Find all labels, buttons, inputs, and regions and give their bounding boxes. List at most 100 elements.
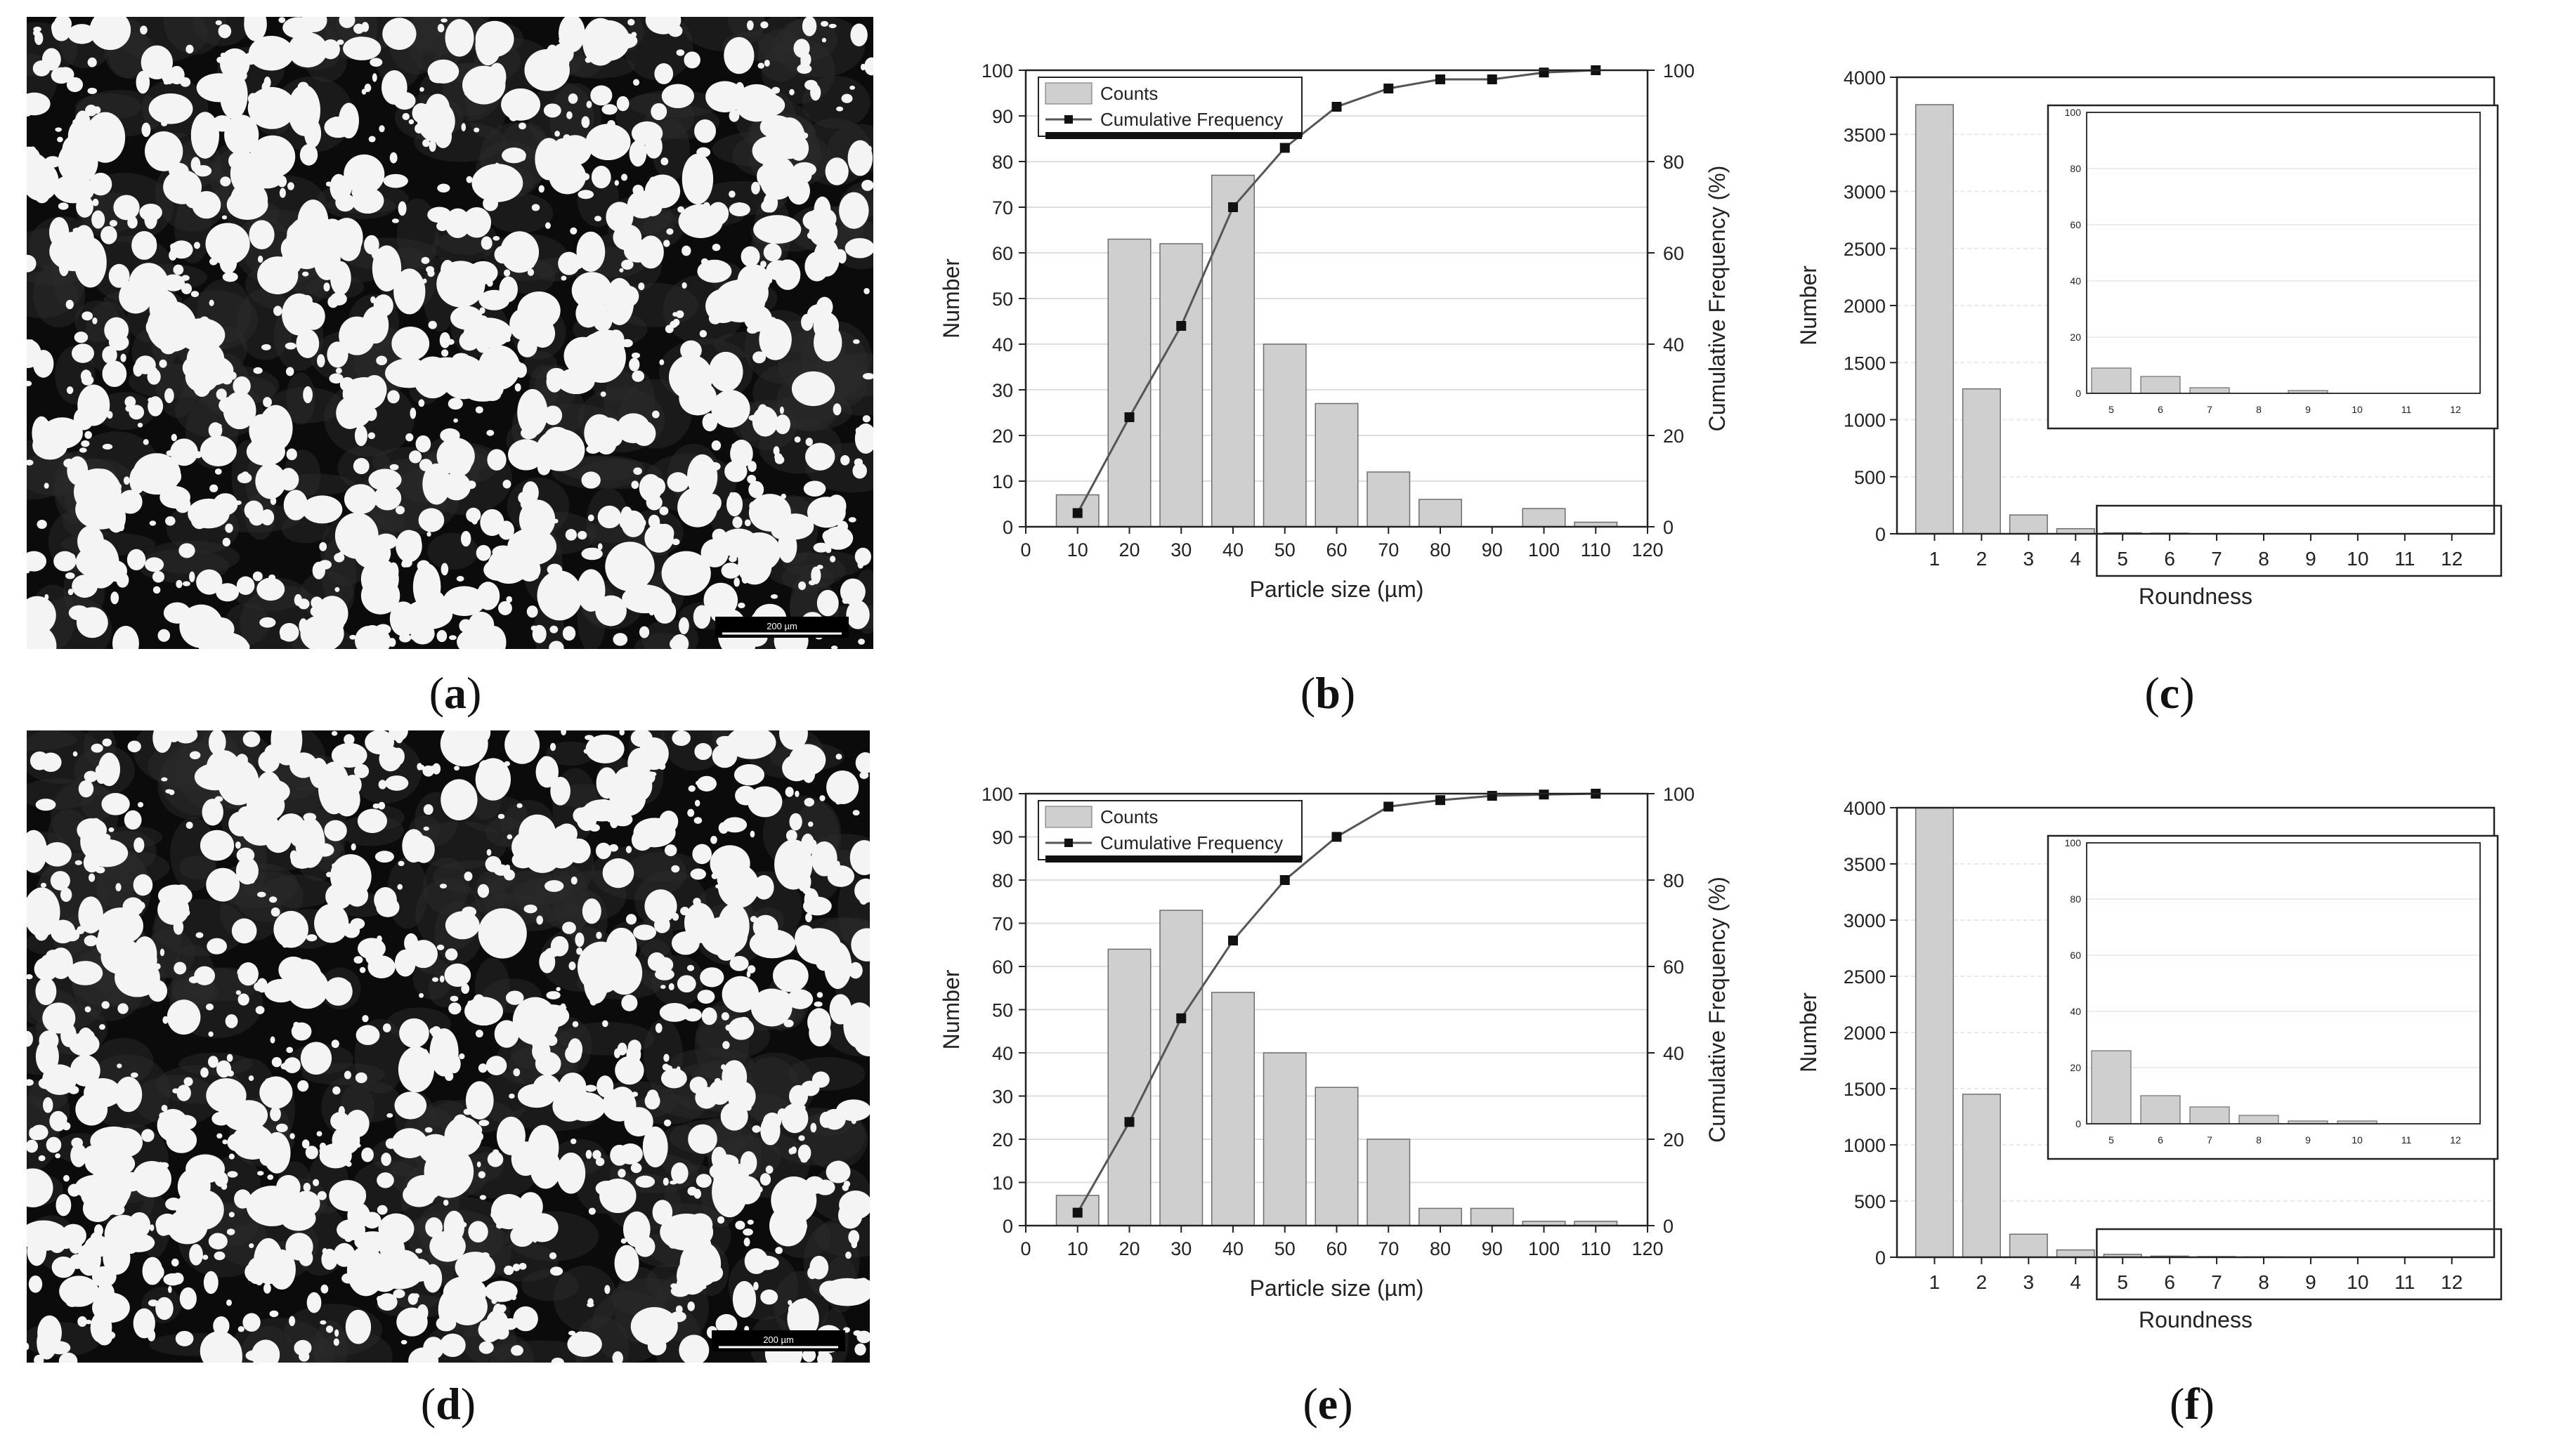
particle (133, 837, 145, 853)
particle (283, 490, 308, 520)
particle (419, 86, 424, 92)
particle (488, 547, 530, 584)
particle (716, 735, 735, 747)
particle (280, 44, 286, 49)
particle (325, 883, 353, 910)
matrix-texture (412, 821, 507, 870)
particle (190, 112, 220, 159)
particle (56, 1194, 72, 1216)
particle (842, 598, 849, 604)
y-axis-label: Number (1796, 992, 1821, 1073)
particle (422, 765, 434, 777)
particle (126, 549, 146, 571)
zoom-highlight-box (2096, 504, 2503, 577)
particle (391, 747, 405, 766)
particle (606, 202, 634, 232)
particle (625, 914, 637, 925)
particle (711, 872, 718, 879)
particle (632, 1091, 639, 1097)
particle (452, 744, 462, 757)
y-tick-label: 0 (1875, 1247, 1886, 1268)
particle (536, 915, 543, 925)
particle (383, 173, 408, 188)
y-tick-label: 3500 (1844, 124, 1886, 145)
particle (319, 1143, 352, 1169)
y-tick-label: 2500 (1844, 966, 1886, 988)
x-tick-label: 1 (1929, 1271, 1941, 1293)
particle (258, 115, 265, 126)
particle (663, 1177, 669, 1186)
particle (733, 577, 740, 587)
particle (486, 430, 495, 436)
particle (27, 887, 60, 937)
particle (67, 961, 103, 985)
y2-tick-label: 0 (1663, 1216, 1674, 1237)
particle (332, 863, 341, 870)
particle (252, 1339, 280, 1363)
particle (152, 586, 161, 594)
particle (439, 884, 448, 888)
particle (608, 844, 618, 852)
particle (670, 1311, 686, 1323)
particle (672, 912, 679, 921)
cumulative-point (1383, 801, 1394, 812)
particle (314, 903, 349, 943)
particle (550, 936, 569, 957)
particle (381, 754, 388, 763)
particle (631, 480, 639, 490)
y2-tick-label: 80 (1663, 870, 1684, 891)
particle (298, 598, 310, 610)
particle (440, 428, 460, 443)
particle (176, 579, 183, 589)
particle (811, 841, 837, 877)
y-tick-label: 0 (1003, 1216, 1013, 1237)
micrograph-d: 200 µm (27, 730, 870, 1363)
particle (675, 310, 684, 318)
x-tick-label: 50 (1274, 1238, 1296, 1259)
particle (440, 1333, 466, 1357)
particle (464, 997, 504, 1026)
particle (367, 432, 376, 440)
inset-x-tick-label: 10 (2352, 404, 2363, 415)
particle (115, 883, 122, 892)
particle (661, 551, 711, 596)
particle (684, 51, 700, 69)
particle (835, 800, 841, 805)
particle (826, 770, 859, 804)
particle (156, 1220, 171, 1236)
particle (505, 990, 524, 1005)
particle (83, 852, 100, 873)
particle (271, 1057, 282, 1068)
particle (745, 102, 754, 110)
particle (628, 1145, 638, 1159)
y-tick-label: 80 (992, 152, 1013, 173)
particle (501, 88, 541, 121)
particle (709, 1164, 724, 1179)
particle (98, 907, 144, 945)
particle (446, 339, 455, 346)
particle (38, 1155, 46, 1162)
particle (269, 896, 278, 903)
matrix-texture (546, 741, 596, 766)
inset-x-tick-label: 12 (2450, 404, 2461, 415)
particle (656, 891, 662, 896)
particle (301, 1139, 310, 1149)
particle (653, 917, 670, 933)
particle (41, 1079, 46, 1084)
particle (189, 751, 201, 760)
particle (660, 1068, 687, 1089)
particle (441, 779, 478, 820)
particle (457, 1221, 467, 1228)
matrix-texture (261, 874, 334, 908)
particle (576, 947, 583, 955)
particle (634, 1235, 656, 1257)
particle (38, 557, 46, 562)
particle (686, 964, 695, 971)
particle (726, 730, 776, 759)
particle (827, 865, 855, 887)
particle (141, 45, 173, 79)
particle (513, 1068, 521, 1077)
particle (633, 467, 642, 476)
particle (396, 530, 422, 563)
particle (546, 991, 561, 999)
